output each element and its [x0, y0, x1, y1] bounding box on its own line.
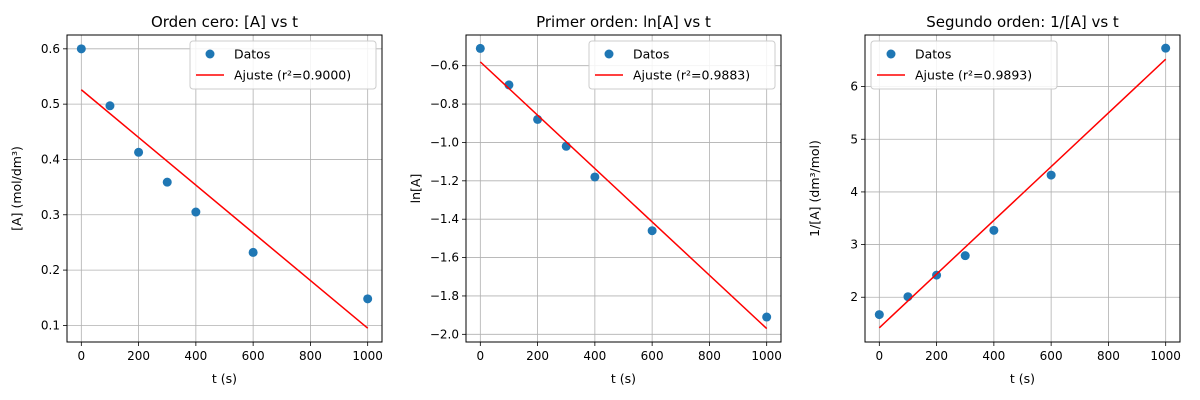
y-tick-label: −1.6	[430, 251, 459, 265]
y-tick-label: −0.8	[430, 97, 459, 111]
y-tick-label: 0.3	[41, 208, 60, 222]
legend-box	[870, 40, 1058, 90]
axes-frame	[66, 34, 383, 343]
x-tick-label: 600	[641, 349, 664, 363]
fit-line	[878, 58, 1167, 329]
x-axis-label: t (s)	[1010, 371, 1035, 386]
legend-label: Datos	[234, 47, 270, 62]
x-axis-label: t (s)	[611, 371, 636, 386]
x-tick-label: 800	[1097, 349, 1120, 363]
chart-title: Primer orden: ln[A] vs t	[536, 13, 711, 31]
legend-marker-swatch	[604, 49, 614, 59]
y-tick-label: 0.1	[41, 318, 60, 332]
data-point	[561, 141, 571, 151]
y-tick-label: −0.6	[430, 59, 459, 73]
legend-label: Ajuste (r²=0.9883)	[633, 68, 750, 83]
data-point	[960, 251, 970, 261]
x-tick-label: 800	[698, 349, 721, 363]
x-tick-label: 400	[184, 349, 207, 363]
legend-marker-swatch	[886, 49, 896, 59]
legend-box	[189, 40, 377, 90]
fit-line	[479, 61, 768, 330]
y-tick-label: 0.5	[41, 97, 60, 111]
legend-label: Ajuste (r²=0.9000)	[234, 68, 351, 83]
legend-label: Ajuste (r²=0.9893)	[915, 68, 1032, 83]
chart-panel-3: 0 200 400 600 800 1000 2 3 4 5 6 Segundo orden: 1/[…	[807, 13, 1181, 386]
data-point	[134, 147, 144, 157]
y-tick-label: −1.4	[430, 212, 459, 226]
chart-title: Segundo orden: 1/[A] vs t	[926, 13, 1119, 31]
legend-marker-swatch	[205, 49, 215, 59]
legend: Datos Ajuste (r²=0.9883)	[588, 40, 776, 90]
data-point	[647, 226, 657, 236]
data-point	[76, 44, 86, 54]
x-tick-label: 1000	[1150, 349, 1181, 363]
legend-label: Datos	[915, 47, 951, 62]
data-point	[248, 247, 258, 257]
data-point	[989, 225, 999, 235]
y-tick-label: 3	[850, 238, 858, 252]
data-point	[533, 114, 543, 124]
data-point	[590, 172, 600, 182]
y-tick-label: 0.4	[41, 152, 60, 166]
chart-panel-2: 0 200 400 600 800 1000 −2.0 −1.8 −1.6 −1.4 −1.2 −1.…	[408, 13, 782, 386]
data-point	[191, 207, 201, 217]
x-axis-label: t (s)	[212, 371, 237, 386]
x-tick-label: 600	[1040, 349, 1063, 363]
legend-box	[588, 40, 776, 90]
x-tick-label: 1000	[352, 349, 383, 363]
y-axis-label: 1/[A] (dm³/mol)	[807, 140, 822, 237]
x-tick-label: 1000	[751, 349, 782, 363]
x-tick-label: 200	[526, 349, 549, 363]
y-tick-label: −1.2	[430, 174, 459, 188]
chart-title: Orden cero: [A] vs t	[151, 13, 298, 31]
y-axis-label: [A] (mol/dm³)	[9, 146, 24, 231]
x-tick-label: 200	[925, 349, 948, 363]
x-tick-label: 400	[982, 349, 1005, 363]
x-tick-label: 0	[476, 349, 484, 363]
data-point	[475, 43, 485, 53]
y-tick-label: 0.2	[41, 263, 60, 277]
data-point	[762, 312, 772, 322]
data-point	[1161, 43, 1171, 53]
fit-line	[80, 89, 369, 329]
axes-frame	[465, 34, 782, 343]
data-point	[1046, 170, 1056, 180]
legend: Datos Ajuste (r²=0.9893)	[870, 40, 1058, 90]
data-point	[363, 294, 373, 304]
x-tick-label: 0	[875, 349, 883, 363]
y-tick-label: −2.0	[430, 327, 459, 341]
y-tick-label: −1.8	[430, 289, 459, 303]
chart-panel-1: 0 200 400 600 800 1000 0.1 0.2 0.3 0.4 0.5 0.6 Orden…	[9, 13, 383, 386]
y-tick-label: 5	[850, 132, 858, 146]
data-point	[105, 101, 115, 111]
y-tick-label: 2	[850, 290, 858, 304]
legend: Datos Ajuste (r²=0.9000)	[189, 40, 377, 90]
data-point	[874, 310, 884, 320]
x-tick-label: 400	[583, 349, 606, 363]
x-tick-label: 200	[127, 349, 150, 363]
y-axis-label: ln[A]	[408, 174, 423, 204]
y-tick-label: −1.0	[430, 135, 459, 149]
y-tick-label: 6	[850, 80, 858, 94]
data-point	[903, 292, 913, 302]
axes-frame	[864, 34, 1181, 343]
legend-label: Datos	[633, 47, 669, 62]
y-tick-label: 0.6	[41, 42, 60, 56]
x-tick-label: 600	[242, 349, 265, 363]
x-tick-label: 800	[299, 349, 322, 363]
x-tick-label: 0	[77, 349, 85, 363]
y-tick-label: 4	[850, 185, 858, 199]
data-point	[162, 177, 172, 187]
